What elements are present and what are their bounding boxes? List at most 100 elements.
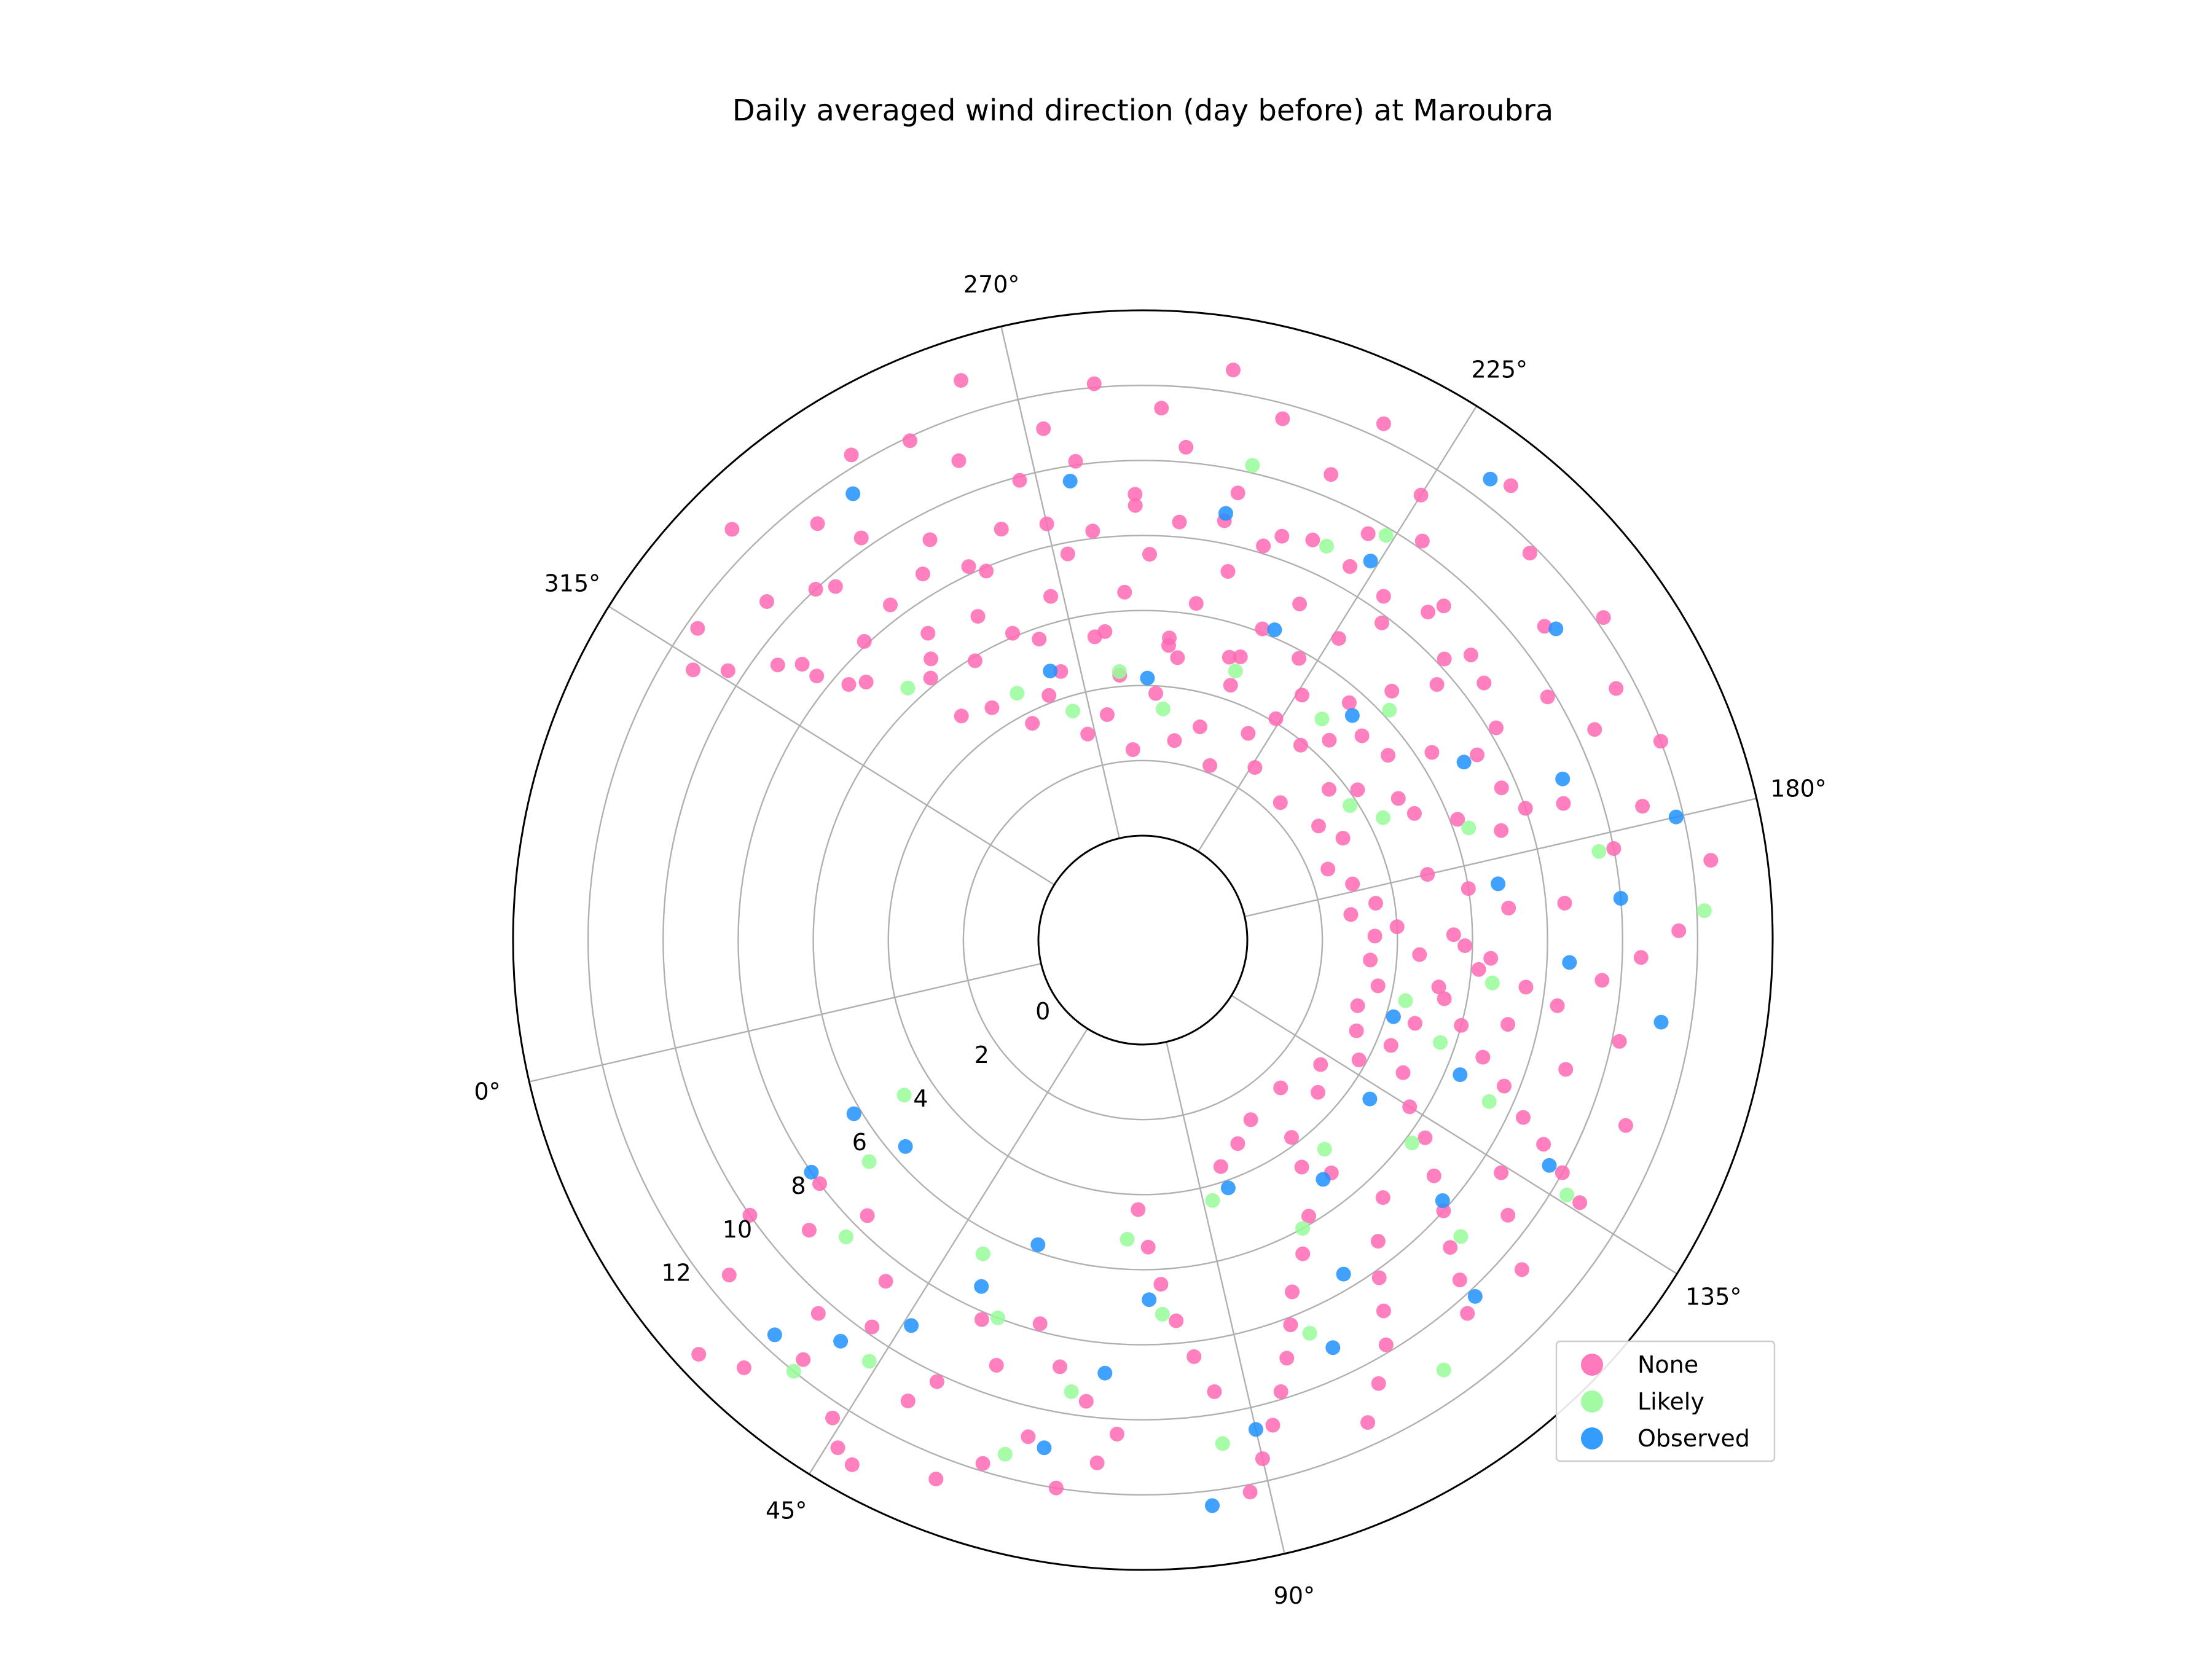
data-point [1556,796,1571,811]
data-point [1536,1137,1551,1152]
data-point [833,1333,849,1349]
r-tick-label: 4 [913,1085,928,1112]
data-point [878,1274,893,1289]
data-point [857,633,872,649]
data-point [1228,664,1243,679]
data-point [1351,1052,1367,1067]
data-point [1036,421,1051,436]
data-point [786,1363,801,1379]
data-point [1226,363,1241,378]
data-point [1345,876,1360,892]
data-point [1389,919,1405,935]
data-point [861,1354,877,1369]
data-point [1317,1142,1332,1157]
data-point [1407,1016,1422,1031]
data-point [961,559,976,575]
data-point [989,1358,1004,1373]
data-point [1039,516,1054,531]
data-point [1085,524,1100,539]
data-point [1402,1099,1418,1115]
data-point [1322,782,1336,797]
r-tick-label: 0 [1035,998,1050,1025]
data-point [1363,554,1378,569]
data-point [1343,559,1357,574]
data-point [990,1310,1005,1325]
data-point [1268,711,1284,726]
data-point [1320,861,1336,877]
data-point [1179,439,1194,455]
data-point [1292,651,1307,666]
data-point [975,1456,990,1471]
data-point [1437,651,1452,667]
r-gridline [887,684,1398,1196]
data-point [1703,853,1719,868]
data-point [1484,975,1500,990]
data-point [1494,780,1509,796]
data-point [1128,487,1143,502]
data-point [767,1327,782,1343]
data-point [1653,1014,1669,1030]
data-point [1331,631,1346,646]
theta-tick-label: 315° [544,570,601,597]
data-point [860,1208,875,1223]
data-point [830,1440,845,1456]
data-point [975,1246,990,1261]
data-point [1012,473,1027,488]
data-point [1213,1159,1228,1174]
data-point [954,373,968,388]
data-point [1370,1234,1386,1249]
data-point [1461,820,1477,836]
data-point [1470,747,1484,763]
data-point [1032,1316,1048,1332]
data-point [1618,1118,1633,1133]
theta-gridline [808,1028,1088,1475]
data-point [1572,1195,1588,1210]
data-point [1424,745,1440,760]
data-point [1125,742,1140,757]
theta-gridline [1198,406,1478,852]
inner-spine [1037,834,1249,1046]
data-point [928,1472,944,1487]
legend-marker [1581,1390,1603,1413]
data-point [759,594,774,609]
data-point [1021,1429,1036,1445]
data-point [794,657,810,672]
data-point [1522,546,1537,561]
data-point [1099,707,1115,722]
data-point [1376,1303,1391,1319]
data-point [845,486,861,501]
data-point [1041,688,1057,703]
data-point [1220,564,1236,579]
data-point [1446,927,1461,943]
data-point [1274,528,1290,544]
data-point [1350,782,1365,798]
data-point [951,453,967,468]
data-point [1501,900,1516,916]
series-likely [786,458,1712,1462]
data-point [1243,1112,1258,1128]
data-point [1587,722,1602,737]
data-point [1336,1266,1351,1282]
data-point [1255,1451,1270,1466]
data-point [1596,610,1611,626]
legend-frame [1555,1340,1776,1462]
data-point [920,626,936,641]
data-point [1437,991,1452,1006]
data-point [825,1410,840,1426]
data-point [1386,1009,1401,1024]
data-point [1148,686,1163,701]
data-point [1273,1384,1288,1399]
data-point [1068,453,1083,469]
data-point [1350,998,1365,1013]
data-point [1301,1209,1316,1224]
data-point [841,677,857,692]
data-point [974,1279,989,1294]
data-point [1483,471,1498,487]
theta-tick-label: 45° [766,1497,807,1524]
data-point [1436,1362,1451,1378]
data-point [1202,758,1218,773]
data-point [1454,1018,1469,1033]
data-point [1371,1376,1386,1391]
data-point [1242,1484,1258,1500]
r-gridline [587,384,1699,1496]
